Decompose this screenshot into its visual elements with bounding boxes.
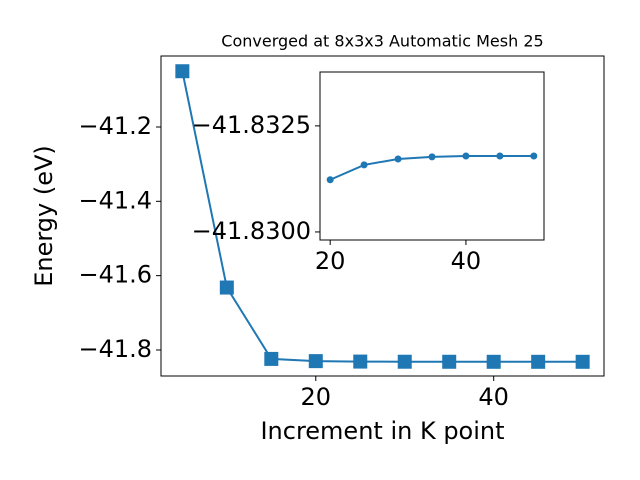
marker: [462, 152, 470, 160]
marker: [575, 354, 590, 369]
y-tick-label: −41.8325: [192, 111, 311, 139]
marker: [175, 64, 190, 79]
marker: [308, 354, 323, 369]
y-axis-label: Energy (eV): [30, 145, 58, 287]
x-axis-label: Increment in K point: [260, 417, 504, 445]
marker: [394, 155, 402, 163]
y-tick-label: −41.2: [78, 112, 152, 140]
y-tick-label: −41.4: [78, 186, 152, 214]
marker: [264, 351, 279, 366]
x-tick-label: 20: [301, 383, 332, 411]
x-tick-label: 40: [451, 247, 482, 275]
marker: [531, 354, 546, 369]
marker: [496, 152, 504, 160]
y-tick-label: −41.8300: [192, 217, 311, 245]
x-tick-label: 20: [315, 247, 346, 275]
marker: [326, 176, 334, 184]
marker: [360, 161, 368, 169]
marker: [486, 354, 501, 369]
marker: [530, 152, 538, 160]
marker: [442, 354, 457, 369]
marker: [428, 153, 436, 161]
chart-title: Converged at 8x3x3 Automatic Mesh 25: [221, 32, 543, 51]
y-tick-label: −41.6: [78, 261, 152, 289]
series-line: [181, 71, 583, 363]
y-tick-label: −41.8: [78, 335, 152, 363]
marker: [219, 280, 234, 295]
x-tick-label: 40: [478, 383, 509, 411]
marker: [353, 354, 368, 369]
marker: [397, 354, 412, 369]
